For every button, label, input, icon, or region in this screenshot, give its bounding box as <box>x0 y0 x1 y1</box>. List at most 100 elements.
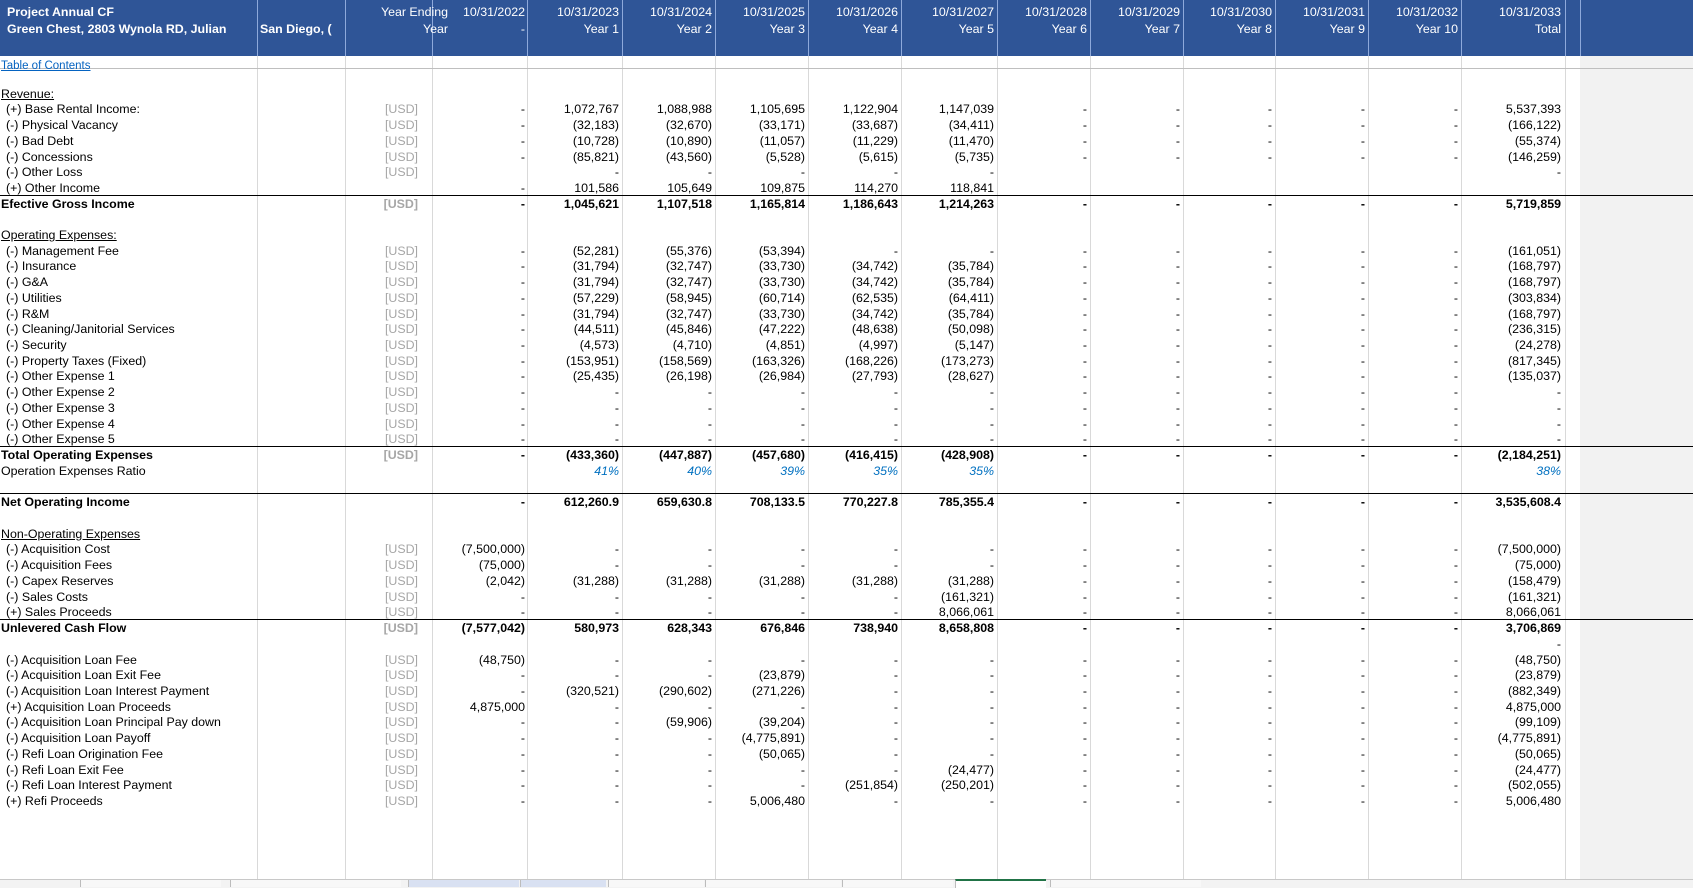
total-value-cell[interactable]: (158,479) <box>1507 574 1561 588</box>
value-cell[interactable]: - <box>1267 134 1272 148</box>
value-cell[interactable]: - <box>1267 700 1272 714</box>
value-cell[interactable]: - <box>614 715 619 729</box>
value-cell[interactable]: - <box>1453 291 1458 305</box>
value-cell[interactable]: - <box>1360 653 1365 667</box>
value-cell[interactable]: - <box>893 731 898 745</box>
row-label[interactable]: (+) Refi Proceeds <box>6 794 103 808</box>
total-row-label[interactable]: Unlevered Cash Flow <box>1 621 127 635</box>
row-label[interactable]: (-) Acquisition Cost <box>6 542 110 556</box>
row-label[interactable]: (-) Security <box>6 338 67 352</box>
row-label[interactable]: (-) Sales Costs <box>6 590 88 604</box>
value-cell[interactable]: - <box>1267 763 1272 777</box>
value-cell[interactable]: - <box>707 747 712 761</box>
value-cell[interactable]: - <box>520 432 525 446</box>
value-cell[interactable]: - <box>707 542 712 556</box>
unit-cell[interactable]: [USD] <box>384 558 418 572</box>
value-cell[interactable]: - <box>1175 259 1180 273</box>
value-cell[interactable]: - <box>1175 401 1180 415</box>
value-cell[interactable]: (4,775,891) <box>741 731 805 745</box>
total-value-cell[interactable]: (23,879) <box>1514 668 1561 682</box>
value-cell[interactable]: (48,638) <box>851 322 898 336</box>
total-value-cell[interactable]: 5,537,393 <box>1505 102 1561 116</box>
value-cell[interactable]: - <box>520 684 525 698</box>
value-cell[interactable]: - <box>1082 605 1087 619</box>
value-cell[interactable]: - <box>989 432 994 446</box>
value-cell[interactable]: - <box>1360 354 1365 368</box>
unit-cell[interactable]: [USD] <box>384 590 418 604</box>
value-cell[interactable]: - <box>1453 778 1458 792</box>
value-cell[interactable]: - <box>1360 778 1365 792</box>
value-cell[interactable]: - <box>1267 558 1272 572</box>
total-value-cell[interactable]: - <box>1556 165 1561 179</box>
value-cell[interactable]: - <box>707 778 712 792</box>
value-cell[interactable]: - <box>893 668 898 682</box>
value-cell[interactable]: - <box>800 401 805 415</box>
value-cell[interactable]: - <box>1453 432 1458 446</box>
value-cell[interactable]: (39,204) <box>758 715 805 729</box>
value-cell[interactable]: - <box>1175 495 1180 509</box>
value-cell[interactable]: - <box>1082 354 1087 368</box>
row-label[interactable]: (+) Other Income <box>6 181 100 195</box>
row-label[interactable]: (-) Acquisition Loan Fee <box>6 653 137 667</box>
value-cell[interactable]: - <box>1175 794 1180 808</box>
unit-cell[interactable]: [USD] <box>384 354 418 368</box>
value-cell[interactable]: (31,288) <box>947 574 994 588</box>
total-value-cell[interactable]: (817,345) <box>1507 354 1561 368</box>
value-cell[interactable]: - <box>1082 621 1087 635</box>
value-cell[interactable]: - <box>893 715 898 729</box>
value-cell[interactable]: 40% <box>687 464 712 478</box>
value-cell[interactable]: - <box>1175 605 1180 619</box>
unit-cell[interactable]: [USD] <box>384 794 418 808</box>
value-cell[interactable]: - <box>707 763 712 777</box>
value-cell[interactable]: - <box>1082 307 1087 321</box>
value-cell[interactable]: - <box>1175 763 1180 777</box>
value-cell[interactable]: 1,107,518 <box>656 197 712 211</box>
value-cell[interactable]: - <box>520 763 525 777</box>
value-cell[interactable]: 612,260.9 <box>563 495 619 509</box>
value-cell[interactable]: (33,730) <box>758 259 805 273</box>
total-value-cell[interactable]: - <box>1556 637 1561 651</box>
value-cell[interactable]: (47,222) <box>758 322 805 336</box>
value-cell[interactable]: (24,477) <box>947 763 994 777</box>
value-cell[interactable]: (11,057) <box>759 134 805 148</box>
value-cell[interactable]: - <box>1175 417 1180 431</box>
value-cell[interactable]: - <box>614 653 619 667</box>
value-cell[interactable]: (31,794) <box>572 259 619 273</box>
value-cell[interactable]: - <box>800 590 805 604</box>
value-cell[interactable]: - <box>520 605 525 619</box>
value-cell[interactable]: (161,321) <box>940 590 994 604</box>
row-label[interactable]: (-) Management Fee <box>6 244 119 258</box>
value-cell[interactable]: - <box>1453 794 1458 808</box>
value-cell[interactable]: - <box>707 731 712 745</box>
value-cell[interactable]: - <box>800 763 805 777</box>
value-cell[interactable]: (34,742) <box>851 307 898 321</box>
value-cell[interactable]: (31,288) <box>758 574 805 588</box>
row-label[interactable]: (-) Other Loss <box>6 165 83 179</box>
value-cell[interactable]: - <box>1453 118 1458 132</box>
unit-cell[interactable]: [USD] <box>384 385 418 399</box>
value-cell[interactable]: (5,615) <box>858 150 898 164</box>
value-cell[interactable]: - <box>707 558 712 572</box>
value-cell[interactable]: - <box>1453 653 1458 667</box>
total-value-cell[interactable]: (55,374) <box>1514 134 1561 148</box>
value-cell[interactable]: - <box>1267 621 1272 635</box>
value-cell[interactable]: - <box>707 653 712 667</box>
value-cell[interactable]: - <box>1267 291 1272 305</box>
value-cell[interactable]: - <box>800 385 805 399</box>
value-cell[interactable]: 1,088,988 <box>656 102 712 116</box>
value-cell[interactable]: (62,535) <box>851 291 898 305</box>
section-heading[interactable]: Revenue: <box>1 87 55 101</box>
value-cell[interactable]: - <box>893 763 898 777</box>
value-cell[interactable]: - <box>1175 307 1180 321</box>
unit-cell[interactable]: [USD] <box>383 197 418 211</box>
value-cell[interactable]: - <box>614 165 619 179</box>
value-cell[interactable]: (58,945) <box>665 291 712 305</box>
value-cell[interactable]: 659,630.8 <box>656 495 712 509</box>
value-cell[interactable]: - <box>1175 574 1180 588</box>
total-value-cell[interactable]: 8,066,061 <box>1505 605 1561 619</box>
value-cell[interactable]: - <box>1453 338 1458 352</box>
value-cell[interactable]: 785,355.4 <box>938 495 994 509</box>
row-label[interactable]: (-) Acquisition Fees <box>6 558 113 572</box>
value-cell[interactable]: - <box>1175 747 1180 761</box>
unit-cell[interactable]: [USD] <box>384 778 418 792</box>
